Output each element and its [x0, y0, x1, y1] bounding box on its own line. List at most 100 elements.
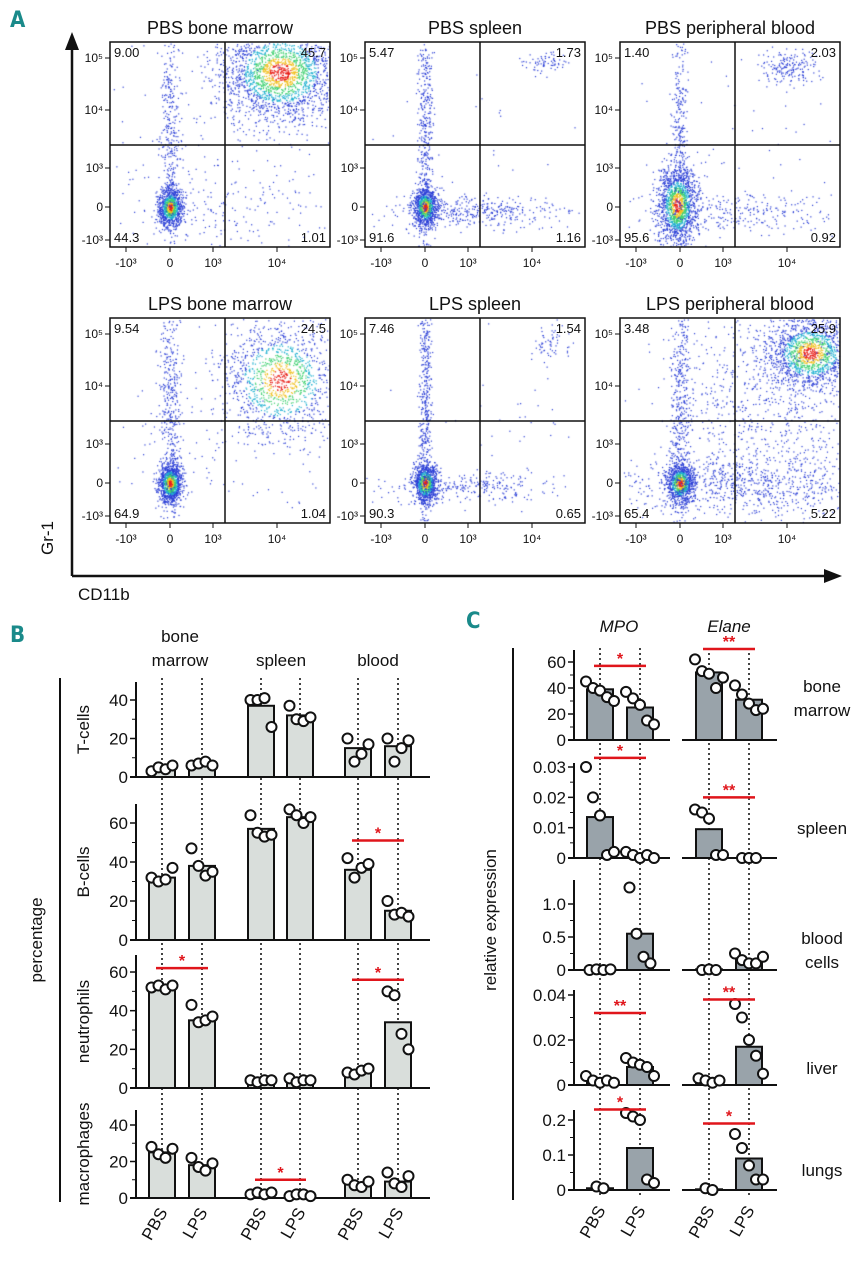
data-point	[381, 1166, 394, 1179]
data-point	[341, 732, 354, 745]
y-tick-label: 0.5	[542, 928, 566, 947]
data-point	[717, 671, 729, 684]
y-tick-label: 40	[547, 679, 566, 698]
y-axis-label: macrophages	[74, 1102, 93, 1205]
quadrant-upper-left-value: 5.47	[369, 45, 394, 60]
quadrant-upper-left-value: 9.54	[114, 321, 139, 336]
y-tick-label: 10³	[596, 437, 613, 451]
x-tick-label: 10³	[204, 532, 221, 546]
data-point	[717, 848, 729, 861]
data-point	[265, 1186, 278, 1199]
data-point	[145, 1140, 158, 1153]
data-point	[290, 809, 303, 822]
data-point	[634, 698, 646, 711]
x-tick-label: -10³	[625, 532, 646, 546]
bar	[148, 986, 176, 1090]
data-point	[355, 747, 368, 760]
panel-c-label: C	[466, 609, 481, 634]
data-point	[729, 679, 741, 692]
y-tick-label: 10⁵	[340, 327, 358, 341]
data-point	[706, 1184, 719, 1196]
x-tick-label: 0	[167, 532, 174, 546]
data-point	[395, 742, 408, 755]
y-tick-label: -10³	[592, 233, 613, 247]
y-tick-label: 10⁵	[595, 327, 613, 341]
y-tick-label: 10⁴	[84, 103, 103, 117]
data-point	[644, 957, 657, 970]
panel-b-charts: bone marrow spleen blood 0 20 40 T-cells 0 20 40 60…	[74, 627, 430, 1243]
data-point	[648, 852, 660, 864]
data-point	[703, 812, 715, 825]
quadrant-upper-right-value: 1.73	[556, 45, 581, 60]
bar	[247, 704, 275, 779]
data-point	[608, 845, 620, 858]
data-point	[206, 1157, 219, 1170]
group-label: bone	[161, 627, 199, 646]
significance-marker: **	[723, 634, 736, 651]
bar	[286, 816, 314, 942]
quadrant-upper-left-value: 3.48	[624, 321, 649, 336]
quadrant-upper-right-value: 45.7	[301, 45, 326, 60]
panel-b-label: B	[10, 623, 25, 648]
quadrant-lower-right-value: 0.65	[556, 506, 581, 521]
y-tick-label: 10⁵	[85, 51, 103, 65]
data-point	[713, 1074, 726, 1087]
cd11b-arrow-icon	[824, 569, 842, 583]
data-point	[206, 1010, 219, 1023]
y-tick-label: 1.0	[542, 895, 566, 914]
y-tick-label: 10⁵	[85, 327, 103, 341]
y-tick-label: -10³	[337, 509, 358, 523]
data-point	[395, 1027, 408, 1040]
y-tick-label: 10³	[86, 161, 103, 175]
data-point	[729, 947, 741, 960]
data-point	[206, 865, 219, 878]
y-tick-label: 0	[557, 961, 566, 980]
y-tick-label: 20	[109, 892, 128, 911]
data-point	[341, 852, 354, 865]
quadrant-upper-right-value: 24.5	[301, 321, 326, 336]
cd11b-label: CD11b	[78, 585, 130, 604]
tissue-label: bone	[803, 677, 841, 696]
y-tick-label: -10³	[82, 509, 103, 523]
quadrant-lower-left-value: 65.4	[624, 506, 649, 521]
data-point	[736, 1142, 748, 1154]
y-tick-label: 40	[109, 691, 128, 710]
data-point	[627, 692, 639, 705]
y-tick-label: 10⁴	[339, 379, 358, 393]
x-category-label: LPS	[179, 1205, 212, 1242]
data-point	[641, 1061, 653, 1073]
x-tick-label: 0	[422, 256, 429, 270]
data-point	[580, 675, 592, 688]
data-point	[729, 1128, 741, 1140]
x-category-label: LPS	[277, 1205, 310, 1242]
y-tick-label: 0	[351, 476, 358, 490]
y-tick-label: 20	[109, 1040, 128, 1059]
data-point	[192, 859, 205, 872]
data-point	[362, 1175, 375, 1188]
quadrant-lower-right-value: 1.01	[301, 230, 326, 245]
data-point	[381, 895, 394, 907]
bar	[188, 1019, 216, 1089]
group-label: blood	[357, 651, 399, 670]
x-category-label: PBS	[685, 1203, 718, 1242]
tissue-label: lungs	[802, 1161, 843, 1180]
x-category-label: LPS	[617, 1203, 650, 1240]
x-tick-label: 0	[422, 532, 429, 546]
y-tick-label: 0	[119, 1189, 128, 1208]
significance-marker: *	[375, 826, 382, 843]
gr1-arrow-icon	[65, 32, 79, 50]
x-tick-label: 10⁴	[778, 256, 797, 270]
gene-elane-label: Elane	[707, 617, 750, 636]
data-point	[402, 1170, 415, 1183]
data-point	[736, 688, 748, 701]
data-point	[710, 964, 722, 976]
data-point	[395, 1181, 408, 1194]
data-point	[402, 734, 415, 747]
y-tick-label: 60	[547, 653, 566, 672]
data-point	[637, 950, 650, 963]
percentage-label: percentage	[27, 897, 46, 982]
y-tick-label: 20	[109, 1153, 128, 1172]
y-tick-label: 0	[119, 931, 128, 950]
